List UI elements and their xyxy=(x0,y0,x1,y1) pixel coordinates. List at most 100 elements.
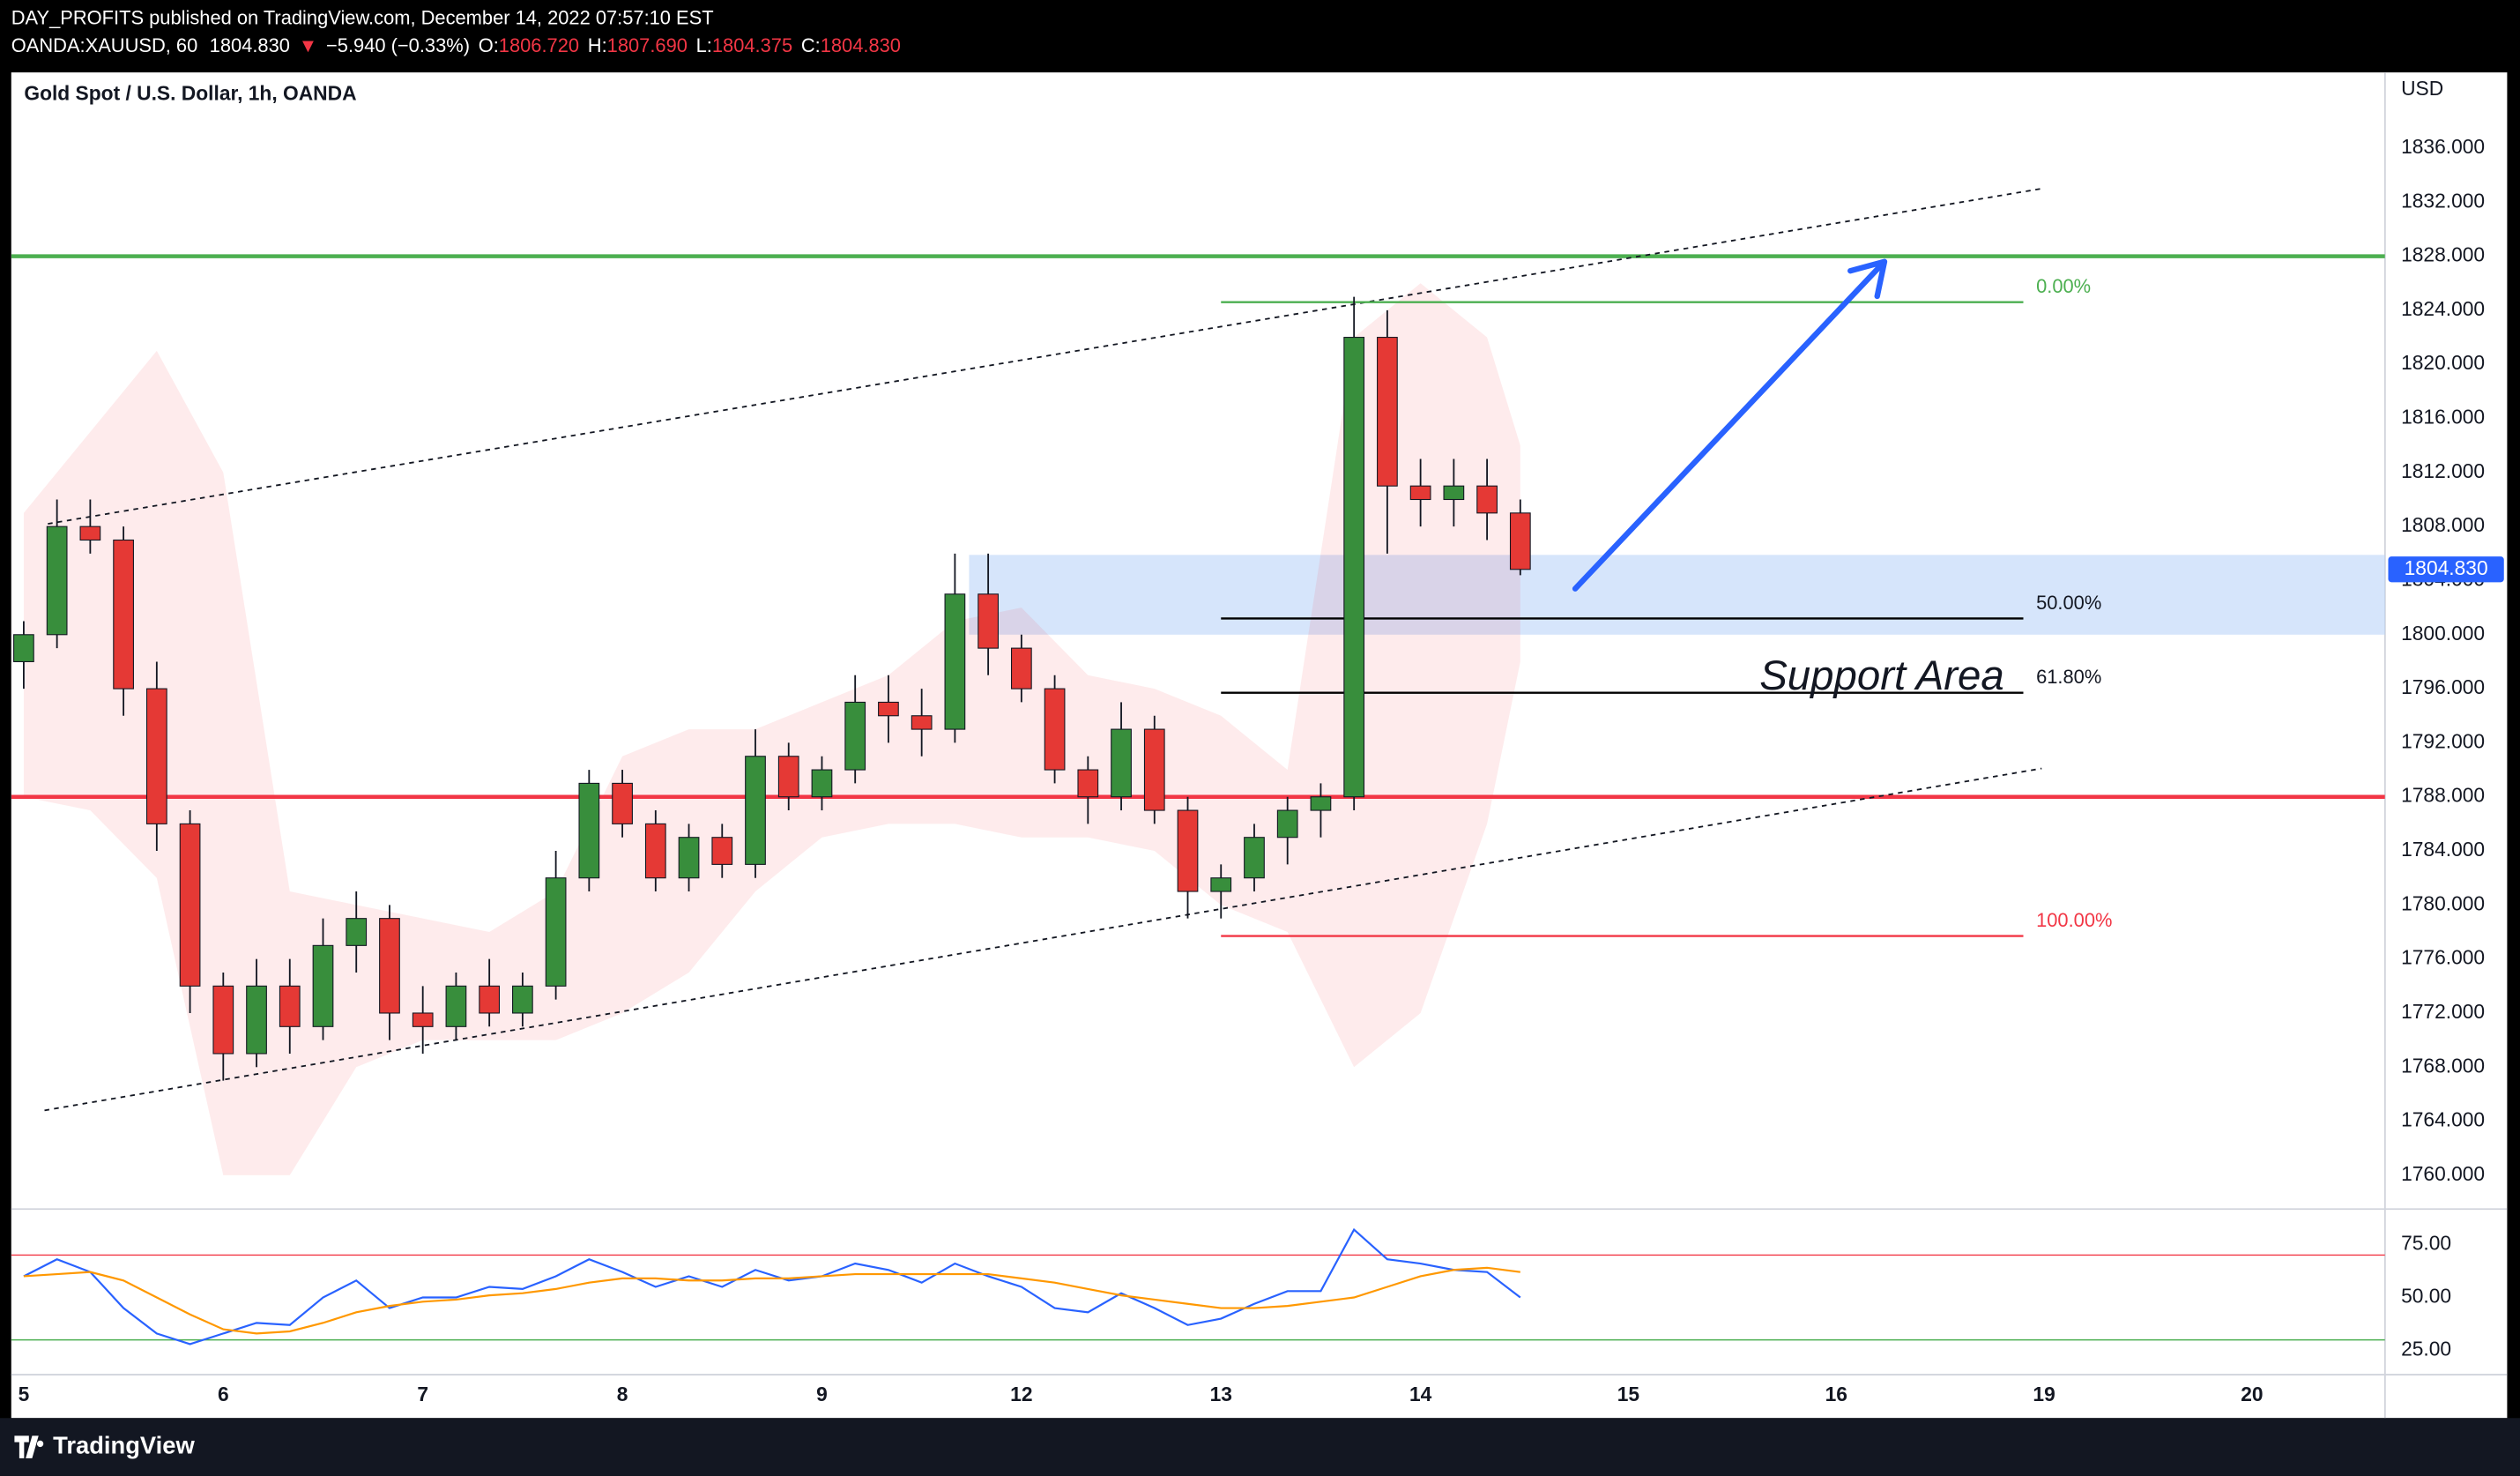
fib-label: 50.00% xyxy=(2036,592,2101,614)
y-tick-label: 1760.000 xyxy=(2401,1162,2485,1185)
candle-body xyxy=(811,769,833,798)
candle-body xyxy=(1210,877,1232,892)
last-price-box xyxy=(2388,556,2504,583)
footer-bar xyxy=(0,1418,2520,1476)
ohlc-price: 1806.720 xyxy=(499,34,579,56)
ohlc-price: 1804.830 xyxy=(821,34,901,56)
candle-body xyxy=(1244,837,1265,879)
candle-body xyxy=(212,985,234,1055)
candle-body xyxy=(312,944,334,1027)
candle-body xyxy=(13,634,34,662)
candle-body xyxy=(777,756,799,798)
rsi-tick-label: 50.00 xyxy=(2401,1285,2451,1308)
symbol: OANDA:XAUUSD, 60 xyxy=(11,34,198,56)
candle-body xyxy=(412,1012,434,1027)
ohlc-key: H: xyxy=(588,34,607,56)
rsi-tick-label: 25.00 xyxy=(2401,1338,2451,1360)
ohlc-key: O: xyxy=(479,34,499,56)
candle-body xyxy=(1310,796,1332,811)
x-tick-label: 20 xyxy=(2241,1383,2263,1405)
y-tick-label: 1764.000 xyxy=(2401,1108,2485,1131)
last: 1804.830 xyxy=(210,34,290,56)
x-tick-label: 15 xyxy=(1617,1383,1640,1405)
candle-body xyxy=(711,837,733,865)
candle-body xyxy=(379,918,400,1014)
brand: TradingView xyxy=(53,1431,195,1458)
candle-body xyxy=(179,823,201,987)
x-tick-label: 13 xyxy=(1210,1383,1232,1405)
y-tick-label: 1780.000 xyxy=(2401,891,2485,914)
rsi-line xyxy=(23,1266,1520,1335)
main-pane: 0.00% 50.00% 61.80% 100.00% xyxy=(11,188,2385,1175)
candle-body xyxy=(1443,485,1465,501)
support-label: Support Area xyxy=(1759,652,2004,699)
byline: DAY_PROFITS published on TradingView.com… xyxy=(11,7,714,29)
y-tick-label: 1832.000 xyxy=(2401,189,2485,212)
change-arrow: ▼ xyxy=(299,34,318,56)
x-tick-label: 19 xyxy=(2033,1383,2055,1405)
x-tick-label: 8 xyxy=(617,1383,628,1405)
y-tick-label: 1776.000 xyxy=(2401,946,2485,969)
candle-body xyxy=(246,985,267,1055)
x-tick-label: 7 xyxy=(417,1383,428,1405)
support-zone xyxy=(969,555,2385,635)
y-tick-label: 1768.000 xyxy=(2401,1054,2485,1077)
candle-body xyxy=(545,877,567,987)
candle-body xyxy=(1343,337,1365,798)
rsi-line xyxy=(23,1227,1521,1346)
candle-body xyxy=(279,985,301,1027)
candle-body xyxy=(878,701,899,717)
candle-body xyxy=(1044,688,1066,771)
candle-body xyxy=(512,985,533,1014)
y-tick-label: 1808.000 xyxy=(2401,513,2485,536)
candle-body xyxy=(479,985,501,1014)
overlay: 1760.000 1764.000 1768.000 1772.000 1776.000… xyxy=(19,135,2504,1405)
candle-body xyxy=(978,593,999,649)
candle-body xyxy=(644,823,666,879)
fib-label: 0.00% xyxy=(2036,275,2091,297)
candle-body xyxy=(1143,728,1165,811)
y-tick-label: 1784.000 xyxy=(2401,838,2485,861)
candle-body xyxy=(346,918,368,946)
y-tick-label: 1820.000 xyxy=(2401,351,2485,374)
x-tick-label: 16 xyxy=(1825,1383,1847,1405)
rsi-pane xyxy=(11,1227,2385,1346)
candle-body xyxy=(445,985,467,1027)
y-tick-label: 1788.000 xyxy=(2401,784,2485,807)
chart-title: Gold Spot / U.S. Dollar, 1h, OANDA xyxy=(24,82,356,105)
candle-body xyxy=(578,782,600,879)
y-tick-label: 1812.000 xyxy=(2401,459,2485,482)
x-tick-label: 5 xyxy=(19,1383,30,1405)
y-tick-label: 1772.000 xyxy=(2401,1000,2485,1023)
channel-line xyxy=(44,767,2042,1112)
x-tick-label: 9 xyxy=(816,1383,828,1405)
candle-body xyxy=(1276,809,1298,839)
y-tick-label: 1796.000 xyxy=(2401,675,2485,698)
ohlc-key: C: xyxy=(801,34,821,56)
y-tick-label: 1816.000 xyxy=(2401,406,2485,429)
x-tick-label: 14 xyxy=(1409,1383,1432,1405)
chart-area xyxy=(11,72,2508,1419)
y-tick-label: 1824.000 xyxy=(2401,297,2485,320)
candle-body xyxy=(745,756,766,865)
y-tick-label: 1836.000 xyxy=(2401,135,2485,158)
candle-body xyxy=(46,526,68,636)
y-tick-label: 1828.000 xyxy=(2401,243,2485,266)
candle-body xyxy=(113,539,134,690)
change: −5.940 (−0.33%) xyxy=(326,34,470,56)
ohlc-key: L: xyxy=(696,34,712,56)
candle-body xyxy=(844,701,866,771)
last-price-label: 1804.830 xyxy=(2405,556,2488,579)
currency: USD xyxy=(2401,77,2443,100)
ohlc-price: 1807.690 xyxy=(607,34,688,56)
candle-body xyxy=(1111,728,1132,798)
x-tick-label: 6 xyxy=(218,1383,229,1405)
candle-body xyxy=(911,715,933,730)
symbol-line: OANDA:XAUUSD, 60 1804.830 ▼ −5.940 (−0.3… xyxy=(11,34,901,56)
fib-label: 100.00% xyxy=(2036,909,2112,931)
candle-body xyxy=(678,837,700,879)
arrow xyxy=(1572,258,1888,592)
candle-body xyxy=(1010,647,1032,690)
candle-body xyxy=(1409,485,1431,501)
